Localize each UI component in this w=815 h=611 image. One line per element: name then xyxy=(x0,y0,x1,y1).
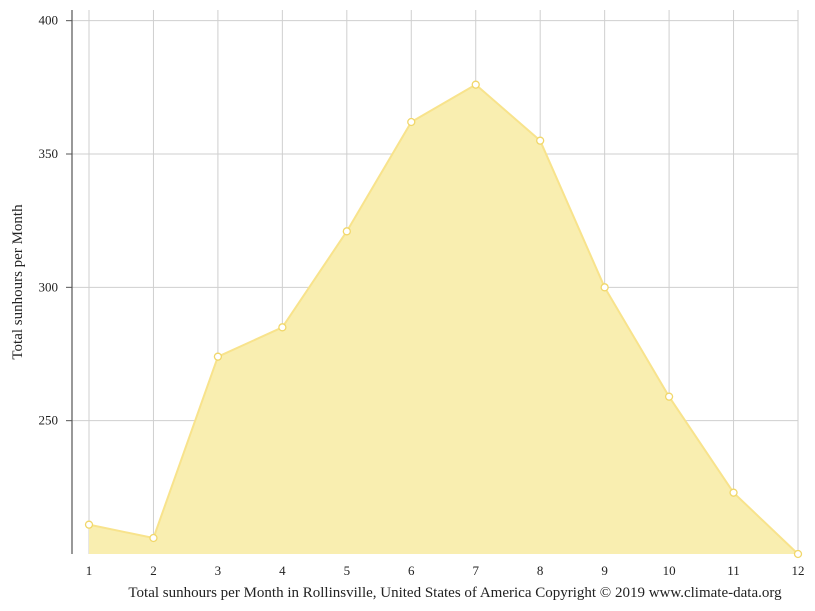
data-markers xyxy=(84,80,803,559)
x-tick-label-10: 10 xyxy=(663,563,676,578)
data-point-month-8 xyxy=(536,136,545,145)
x-tick-label-8: 8 xyxy=(537,563,544,578)
series-line xyxy=(88,83,799,555)
x-tick-label-6: 6 xyxy=(408,563,415,578)
y-axis-label: Total sunhours per Month xyxy=(10,204,26,360)
y-tick-label-300: 300 xyxy=(39,279,59,294)
y-tick-label-350: 350 xyxy=(39,146,59,161)
data-point-month-3 xyxy=(213,352,223,361)
data-point-month-1 xyxy=(84,520,94,529)
data-point-month-11 xyxy=(729,488,738,497)
area-fill xyxy=(89,84,798,555)
x-tick-label-1: 1 xyxy=(86,563,93,578)
x-tick-label-5: 5 xyxy=(344,563,351,578)
x-tick-label-11: 11 xyxy=(727,563,740,578)
data-point-month-12 xyxy=(793,549,803,559)
data-point-month-10 xyxy=(664,392,674,401)
x-tick-label-7: 7 xyxy=(472,563,479,578)
data-point-month-9 xyxy=(600,283,609,292)
data-point-month-2 xyxy=(149,533,158,543)
x-axis-label: Total sunhours per Month in Rollinsville… xyxy=(128,585,782,601)
data-point-month-6 xyxy=(407,117,416,127)
data-point-month-7 xyxy=(471,80,480,89)
x-tick-label-9: 9 xyxy=(601,563,608,578)
data-point-month-5 xyxy=(342,227,351,236)
axes xyxy=(66,10,73,554)
x-tick-label-12: 12 xyxy=(792,563,805,578)
x-tick-label-2: 2 xyxy=(150,563,157,578)
y-tick-label-400: 400 xyxy=(39,13,59,28)
data-point-month-4 xyxy=(278,323,287,332)
x-tick-label-3: 3 xyxy=(215,563,222,578)
area-series xyxy=(88,83,799,555)
x-tick-label-4: 4 xyxy=(279,563,286,578)
y-tick-label-250: 250 xyxy=(39,413,59,428)
